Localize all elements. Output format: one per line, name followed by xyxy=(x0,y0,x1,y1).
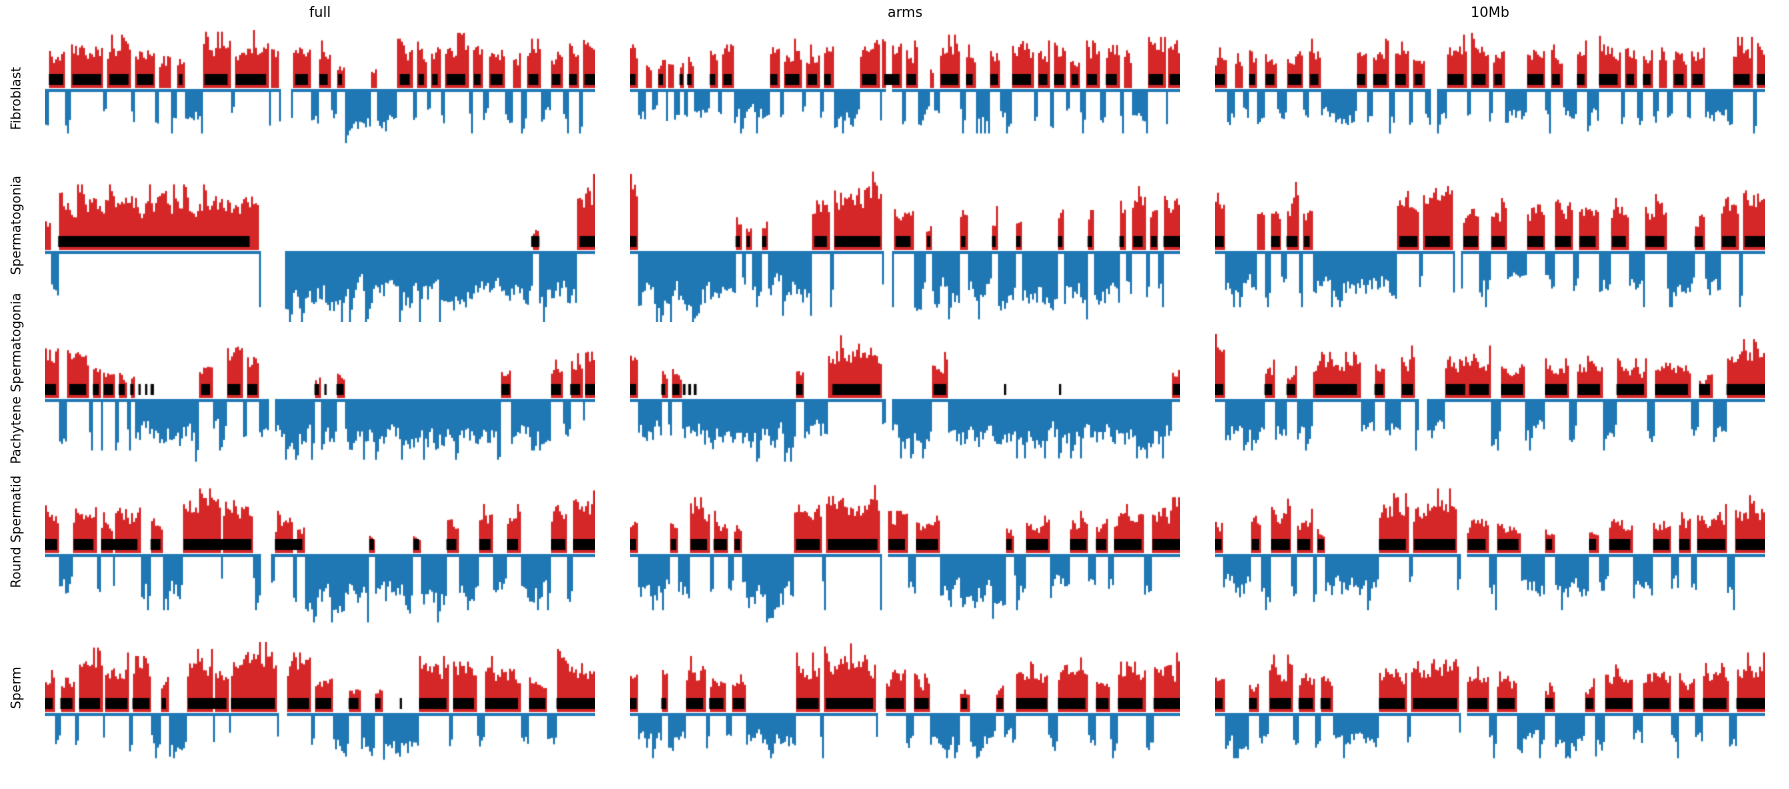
track-panel-sperm-full xyxy=(45,624,595,784)
track-panel-spermatogonia-arms xyxy=(630,162,1180,322)
track-panel-round-spermatid-10mb xyxy=(1215,465,1765,625)
track-panel-fibroblast-arms xyxy=(630,0,1180,160)
track-panel-pachytene-spermatogonia-arms xyxy=(630,310,1180,470)
track-panel-round-spermatid-full xyxy=(45,465,595,625)
track-panel-pachytene-spermatogonia-full xyxy=(45,310,595,470)
row-label-sperm: Sperm xyxy=(9,666,25,710)
track-panel-sperm-arms xyxy=(630,624,1180,784)
track-panel-spermatogonia-full xyxy=(45,162,595,322)
track-panel-round-spermatid-arms xyxy=(630,465,1180,625)
track-panel-spermatogonia-10mb xyxy=(1215,162,1765,322)
track-panel-sperm-10mb xyxy=(1215,624,1765,784)
track-panel-fibroblast-full xyxy=(45,0,595,160)
track-panel-pachytene-spermatogonia-10mb xyxy=(1215,310,1765,470)
track-panel-fibroblast-10mb xyxy=(1215,0,1765,160)
